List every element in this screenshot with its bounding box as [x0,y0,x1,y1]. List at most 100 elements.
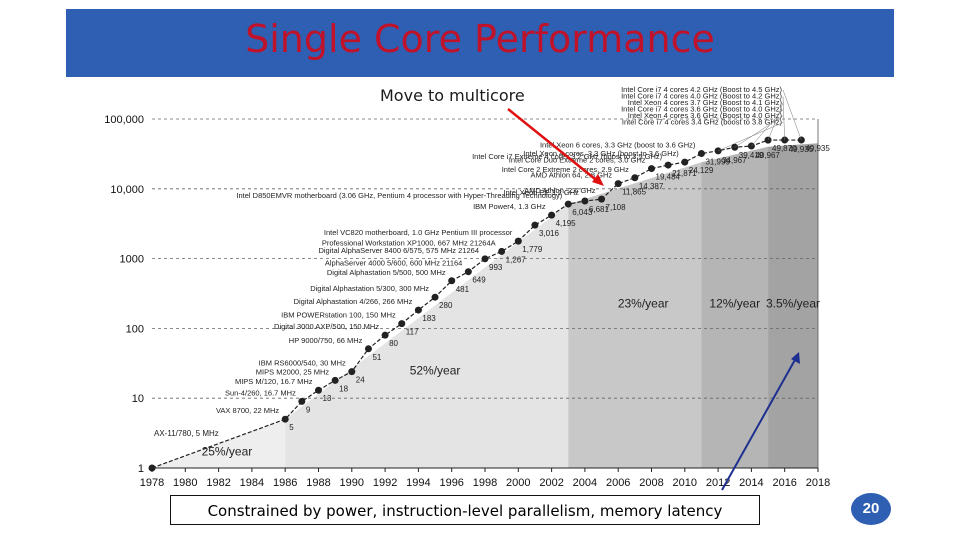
x-tick-label: 2008 [639,477,663,489]
data-value-label: 117 [406,328,419,337]
data-point [398,320,406,328]
data-value-label: 1,267 [506,255,527,264]
data-value-label: 14,387 [639,182,664,191]
x-tick-label: 1996 [439,477,463,489]
x-tick-label: 1984 [240,477,264,489]
data-value-label: 11,865 [622,188,646,197]
point-label: MIPS M/120, 16.7 MHz [235,377,313,386]
data-point [531,221,539,229]
x-tick-label: 1980 [173,477,197,489]
point-label: Intel Xeon 4 cores 3.7 GHz (Boost to 4.1… [628,98,783,107]
data-point [331,376,339,384]
point-label: Digital Alphastation 5/300, 300 MHz [310,284,429,293]
point-label: MIPS M2000, 25 MHz [256,367,330,376]
growth-rate-label: 25%/year [202,445,253,459]
move-to-multicore-label: Move to multicore [380,86,525,105]
data-point [348,368,356,376]
point-label: AX-11/780, 5 MHz [154,429,219,438]
point-label: IBM RS6000/540, 30 MHz [259,359,346,368]
data-value-label: 4,195 [556,219,577,228]
data-value-label: 1,779 [522,245,543,254]
data-point [431,293,439,301]
point-label: AMD Athlon, 2.6 GHz [524,186,596,195]
leader-line [734,115,784,148]
data-point [697,150,705,158]
leader-line [782,89,802,141]
point-label: IBM POWERstation 100, 150 MHz [281,311,396,320]
x-tick-label: 1994 [406,477,430,489]
data-value-label: 5 [289,423,294,432]
y-tick-label: 1000 [120,254,144,266]
data-point [298,397,306,405]
x-tick-label: 2014 [739,477,763,489]
x-tick-label: 1978 [140,477,164,489]
data-value-label: 280 [439,301,453,310]
title-bar: Single Core Performance [66,9,894,77]
x-tick-label: 2010 [673,477,697,489]
data-point [664,161,672,169]
data-value-label: 3,016 [539,229,560,238]
point-label: Intel Xeon 4 cores 3.6 GHz (Boost to 4.0… [628,111,783,120]
data-value-label: 21,871 [672,169,697,178]
point-label: Digital Alphastation 4/266, 266 MHz [294,297,413,306]
y-tick-label: 10,000 [110,184,144,196]
x-tick-label: 2000 [506,477,530,489]
data-value-label: 24 [356,376,365,385]
data-value-label: 49,935 [789,145,814,154]
data-value-label: 13 [323,394,332,403]
data-point [464,268,472,276]
slide-title: Single Core Performance [245,17,715,61]
y-tick-label: 10 [132,393,144,405]
x-tick-label: 1998 [473,477,497,489]
growth-rate-label: 23%/year [618,296,669,310]
point-label: VAX 8700, 22 MHz [216,406,279,415]
point-label: Intel Xeon EE 3.2 GHz [503,188,579,197]
data-value-label: 6,043 [572,208,593,217]
x-tick-label: 2002 [539,477,563,489]
data-point [498,247,506,255]
data-point [548,211,556,219]
data-value-label: 49,935 [805,144,830,153]
x-tick-label: 1986 [273,477,297,489]
growth-rate-label: 52%/year [410,363,461,377]
point-label: AlphaServer 4000 5/600, 600 MHz 21164 [325,259,462,268]
data-point [598,195,606,203]
growth-region [701,146,769,468]
data-point [631,174,639,182]
x-tick-label: 1992 [373,477,397,489]
point-label: IBM Power4, 1.3 GHz [473,202,546,211]
x-tick-label: 2006 [606,477,630,489]
red-arrow-line [507,108,601,184]
leader-line [782,96,785,141]
page-number-badge: 20 [851,493,891,525]
x-tick-label: 1988 [306,477,330,489]
data-value-label: 649 [472,276,486,285]
data-point [648,165,655,173]
y-tick-label: 1 [138,463,144,475]
x-tick-label: 1982 [206,477,230,489]
x-tick-label: 2018 [806,477,830,489]
point-label: Sun-4/260, 16.7 MHz [225,388,296,397]
data-value-label: 31,999 [705,158,730,167]
data-value-label: 7,108 [606,203,627,212]
y-tick-label: 100 [126,323,144,335]
data-point [381,331,389,339]
growth-region [285,204,569,469]
data-point [681,158,689,166]
data-value-label: 6,681 [589,205,610,214]
blue-arrow-head [791,352,800,364]
data-value-label: 9 [306,405,311,414]
x-tick-label: 2004 [573,477,597,489]
point-label: Intel Xeon 4 cores, 3.3 GHz (boost to 3.… [523,149,679,158]
data-value-label: 39,419 [739,151,764,160]
point-label: Intel Core 2 Extreme 2 cores, 2.9 GHz [502,165,629,174]
point-label: Professional Workstation XP1000, 667 MHz… [322,238,496,247]
point-label: Digital Alphastation 5/500, 500 MHz [327,268,446,277]
data-value-label: 49,870 [772,144,797,153]
x-tick-label: 2016 [772,477,796,489]
data-value-label: 19,484 [656,173,681,182]
point-label: Intel VC820 motherboard, 1.0 GHz Pentium… [324,228,513,237]
point-label: HP 9000/750, 66 MHz [289,336,363,345]
point-label: Digital 3000 AXP/500, 150 MHz [274,322,379,331]
data-value-label: 34,967 [722,156,747,165]
